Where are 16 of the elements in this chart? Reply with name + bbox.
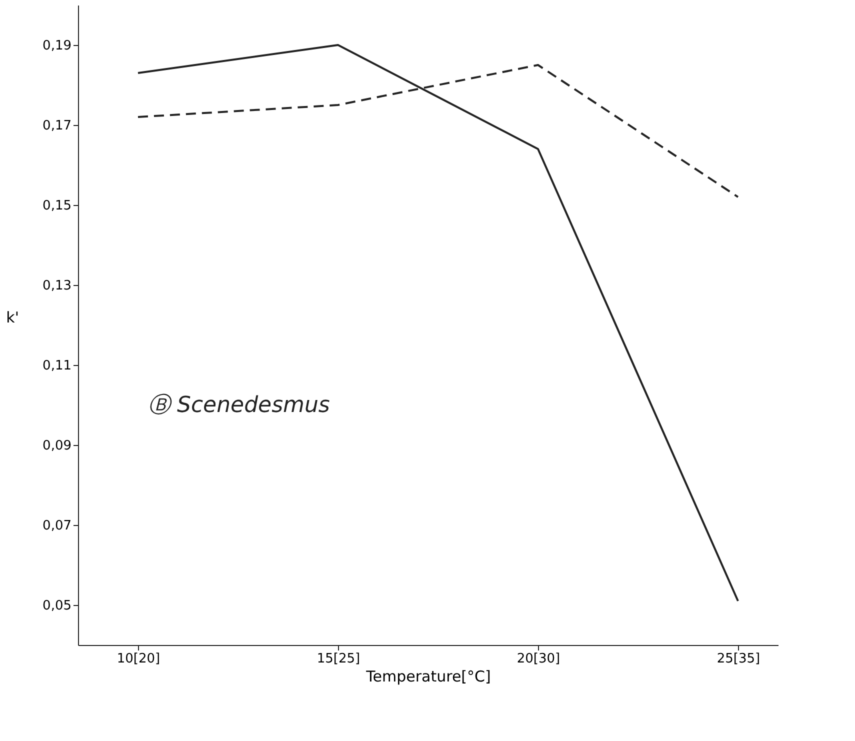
y-tick-label: 0,17	[42, 118, 72, 134]
y-tick-label: 0,07	[42, 518, 72, 534]
y-tick-label: 0,13	[42, 278, 72, 294]
y-tick-label: 0,15	[42, 198, 72, 214]
annotation: Ⓑ Scenedesmus	[148, 393, 330, 418]
line-series	[137, 44, 739, 602]
y-axis-title: k'	[6, 308, 19, 326]
y-tick-label: 0,11	[42, 358, 72, 374]
x-tick-label: 15[25]	[316, 652, 360, 666]
y-tick-label: 0,09	[42, 438, 72, 454]
x-tick-label: 25[35]	[716, 652, 760, 666]
x-axis-title: Temperature[°C]	[365, 668, 491, 686]
y-tick-label: 0,19	[42, 38, 72, 54]
x-tick-label: 20[30]	[516, 652, 560, 666]
x-tick-label: 10[20]	[116, 652, 160, 666]
y-tick-label: 0,05	[42, 598, 72, 614]
